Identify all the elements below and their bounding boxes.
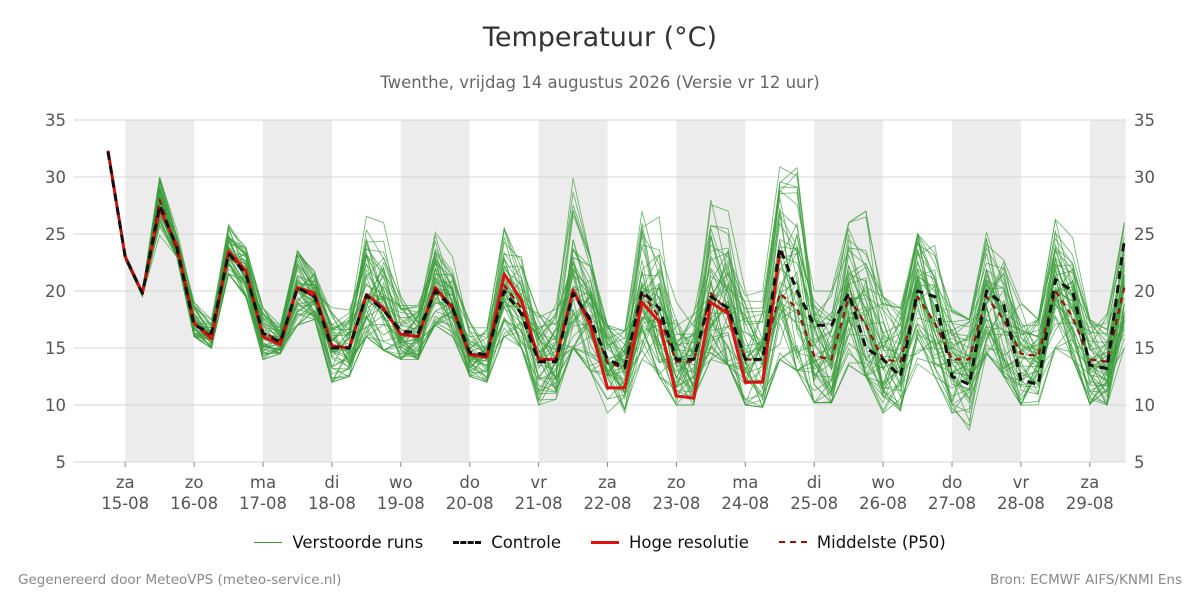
x-tick-date: 22-08	[584, 494, 632, 513]
x-tick-date: 26-08	[859, 494, 907, 513]
x-tick-day: di	[807, 473, 822, 492]
ensemble-run-line	[107, 150, 1125, 355]
y-axis-left: 5 10 15 20 25 30 35	[45, 111, 66, 472]
legend-label-controle: Controle	[491, 532, 561, 552]
legend-swatch-controle	[453, 540, 482, 544]
legend-label-hires: Hoge resolutie	[628, 532, 749, 552]
y-tick-label-right: 25	[1134, 225, 1155, 244]
x-tick-day: za	[116, 473, 135, 492]
x-tick-day: ma	[250, 473, 276, 492]
y-tick-label-right: 20	[1134, 282, 1155, 301]
series-line-middelste-p50	[106, 150, 1126, 370]
x-tick-date: 15-08	[101, 494, 149, 513]
chart-title: Temperatuur (°C)	[482, 22, 718, 53]
legend-label-p50: Middelste (P50)	[816, 532, 946, 552]
x-tick-date: 27-08	[928, 494, 976, 513]
x-tick-day: zo	[667, 473, 686, 492]
x-tick-date: 24-08	[721, 494, 769, 513]
legend-item-p50: Middelste (P50)	[778, 532, 946, 552]
x-tick-day: wo	[389, 473, 413, 492]
main-series	[106, 150, 1126, 400]
x-tick-date: 23-08	[652, 494, 700, 513]
legend: Verstoorde runs Controle Hoge resolutie …	[0, 530, 1200, 554]
x-tick-day: wo	[871, 473, 895, 492]
y-tick-label-left: 10	[45, 396, 66, 415]
x-tick-date: 20-08	[446, 494, 494, 513]
ensemble-run-line	[107, 150, 1125, 374]
legend-swatch-runs	[254, 541, 283, 543]
y-tick-label-right: 35	[1134, 111, 1155, 130]
y-tick-label-left: 20	[45, 282, 66, 301]
y-axis-right: 5 10 15 20 25 30 35	[1134, 111, 1155, 472]
x-tick-day: ma	[732, 473, 758, 492]
ensemble-run-line	[107, 150, 1125, 404]
x-tick-date: 25-08	[790, 494, 838, 513]
x-tick-day: do	[459, 473, 480, 492]
x-tick-date: 21-08	[515, 494, 563, 513]
ensemble-run-line	[107, 150, 1125, 387]
ensemble-run-line	[107, 150, 1125, 412]
legend-swatch-p50	[778, 541, 807, 543]
x-axis: za 15-08 zo 16-08 ma 17-08 di 18-08 wo 19-08 do 20-…	[101, 462, 1114, 513]
x-tick-date: 29-08	[1066, 494, 1114, 513]
y-tick-label-left: 5	[56, 453, 67, 472]
legend-item-controle: Controle	[453, 533, 561, 552]
y-tick-label-left: 25	[45, 225, 66, 244]
x-tick-date: 19-08	[377, 494, 425, 513]
y-tick-label-left: 15	[45, 339, 66, 358]
y-tick-label-left: 35	[45, 111, 66, 130]
legend-label-runs: Verstoorde runs	[292, 532, 424, 552]
y-tick-label-right: 5	[1134, 453, 1145, 472]
y-tick-label-right: 15	[1134, 339, 1155, 358]
x-tick-date: 16-08	[170, 494, 218, 513]
x-tick-day: za	[1080, 473, 1099, 492]
x-tick-date: 17-08	[239, 494, 287, 513]
legend-item-hires: Hoge resolutie	[590, 532, 749, 552]
ensemble-run-line	[107, 150, 1125, 389]
ensemble-run-line	[107, 150, 1125, 410]
ensemble-run-line	[107, 150, 1125, 414]
x-tick-day: za	[598, 473, 617, 492]
x-tick-date: 18-08	[308, 494, 356, 513]
legend-swatch-hires	[590, 540, 619, 544]
y-tick-label-left: 30	[45, 168, 66, 187]
x-tick-date: 28-08	[997, 494, 1045, 513]
ensemble-run-line	[107, 150, 1125, 385]
footer-credit: Gegenereerd door MeteoVPS (meteo-service…	[18, 572, 342, 588]
ensemble-run-line	[107, 150, 1125, 359]
footer-source: Bron: ECMWF AIFS/KNMI Ens	[989, 572, 1182, 588]
y-tick-label-right: 30	[1134, 168, 1155, 187]
series-line-controle	[106, 151, 1126, 386]
chart-subtitle: Twenthe, vrijdag 14 augustus 2026 (Versi…	[380, 73, 820, 92]
x-tick-day: vr	[1013, 473, 1030, 492]
ensemble-run-line	[107, 150, 1125, 389]
legend-item-runs: Verstoorde runs	[254, 533, 423, 552]
y-tick-label-right: 10	[1134, 396, 1155, 415]
x-tick-day: do	[942, 473, 963, 492]
x-tick-day: zo	[185, 473, 204, 492]
x-tick-day: vr	[530, 473, 547, 492]
ensemble-run-line	[107, 150, 1125, 397]
x-tick-day: di	[324, 473, 339, 492]
ensemble-run-line	[107, 150, 1125, 390]
